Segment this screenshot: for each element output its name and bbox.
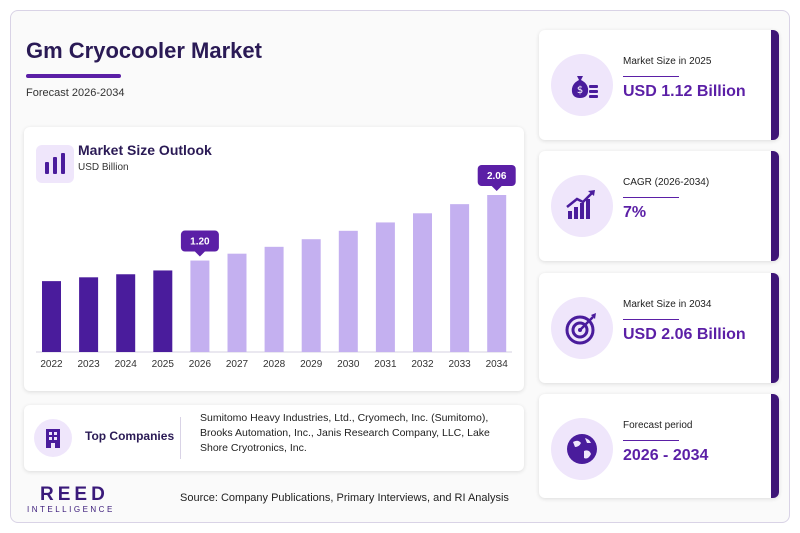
bar-2031 bbox=[375, 222, 395, 352]
bar-2025 bbox=[153, 270, 173, 352]
money-bag-icon: $ bbox=[551, 54, 613, 116]
tick-label-2022: 2022 bbox=[40, 359, 63, 370]
tick-label-2029: 2029 bbox=[300, 359, 323, 370]
card-accent bbox=[771, 273, 779, 383]
tick-label-2027: 2027 bbox=[226, 359, 249, 370]
bar-2033 bbox=[450, 204, 470, 352]
bar-chart-icon bbox=[36, 145, 74, 183]
stat-card-cagr: CAGR (2026-2034) 7% bbox=[539, 151, 779, 261]
stat-label: CAGR (2026-2034) bbox=[623, 177, 710, 188]
logo-intelligence: INTELLIGENCE bbox=[27, 505, 115, 514]
tick-label-2028: 2028 bbox=[263, 359, 286, 370]
chart-title: Market Size Outlook bbox=[78, 142, 212, 158]
bar-chart: 2022 2023 2024 2025 2026 1.20 2027 2028 2029 2030… bbox=[36, 165, 516, 370]
tick-label-2026: 2026 bbox=[189, 359, 212, 370]
data-label-2034: 2.06 bbox=[487, 171, 507, 182]
stat-label: Market Size in 2034 bbox=[623, 299, 712, 310]
source-note: Source: Company Publications, Primary In… bbox=[180, 492, 509, 504]
tick-label-2034: 2034 bbox=[486, 359, 509, 370]
tick-label-2024: 2024 bbox=[115, 359, 138, 370]
page-title: Gm Cryocooler Market bbox=[26, 38, 262, 63]
globe-icon bbox=[551, 418, 613, 480]
page-subtitle: Forecast 2026-2034 bbox=[26, 87, 125, 99]
tick-label-2033: 2033 bbox=[448, 359, 471, 370]
stat-rule bbox=[623, 440, 679, 441]
tick-label-2025: 2025 bbox=[152, 359, 175, 370]
stat-rule bbox=[623, 197, 679, 198]
stat-card-market-2034: Market Size in 2034 USD 2.06 Billion bbox=[539, 273, 779, 383]
stat-value: USD 2.06 Billion bbox=[623, 326, 746, 343]
divider bbox=[180, 417, 181, 459]
bar-2026 bbox=[190, 260, 210, 352]
tick-label-2030: 2030 bbox=[337, 359, 360, 370]
tick-label-2023: 2023 bbox=[77, 359, 100, 370]
stat-value: USD 1.12 Billion bbox=[623, 83, 746, 100]
callout-2034: 2.06 bbox=[477, 165, 516, 191]
bar-2024 bbox=[116, 274, 136, 352]
growth-chart-icon bbox=[551, 175, 613, 237]
callout-2026: 1.20 bbox=[180, 230, 219, 257]
svg-text:$: $ bbox=[577, 85, 583, 96]
bar-2022 bbox=[42, 281, 61, 352]
top-companies-list: Sumitomo Heavy Industries, Ltd., Cryomec… bbox=[200, 412, 490, 454]
stat-value: 7% bbox=[623, 204, 647, 221]
data-label-2026: 1.20 bbox=[190, 237, 210, 248]
card-accent bbox=[771, 394, 779, 498]
top-companies-label: Top Companies bbox=[85, 429, 175, 443]
bar-2028 bbox=[264, 246, 284, 352]
tick-label-2031: 2031 bbox=[374, 359, 397, 370]
bar-2029 bbox=[301, 239, 321, 352]
stat-value: 2026 - 2034 bbox=[623, 447, 709, 464]
stat-rule bbox=[623, 76, 679, 77]
stat-card-market-2025: $ Market Size in 2025 USD 1.12 Billion bbox=[539, 30, 779, 140]
stat-rule bbox=[623, 319, 679, 320]
top-companies-card: Top Companies Sumitomo Heavy Industries,… bbox=[24, 405, 524, 471]
tick-label-2032: 2032 bbox=[411, 359, 434, 370]
bar-2034 bbox=[487, 195, 507, 352]
bar-2032 bbox=[413, 213, 432, 352]
stat-label: Forecast period bbox=[623, 420, 693, 431]
stat-label: Market Size in 2025 bbox=[623, 56, 712, 67]
stat-card-forecast-period: Forecast period 2026 - 2034 bbox=[539, 394, 779, 498]
bar-2027 bbox=[227, 253, 247, 352]
chart-unit: USD Billion bbox=[78, 162, 129, 173]
title-underline bbox=[26, 74, 121, 78]
bar-2030 bbox=[338, 230, 358, 352]
building-icon bbox=[34, 419, 72, 457]
chart-card: Market Size Outlook USD Billion 2022 2023… bbox=[24, 127, 524, 391]
logo-reed: REED bbox=[40, 484, 109, 505]
target-icon bbox=[551, 297, 613, 359]
card-accent bbox=[771, 30, 779, 140]
bar-2023 bbox=[79, 277, 99, 352]
card-accent bbox=[771, 151, 779, 261]
